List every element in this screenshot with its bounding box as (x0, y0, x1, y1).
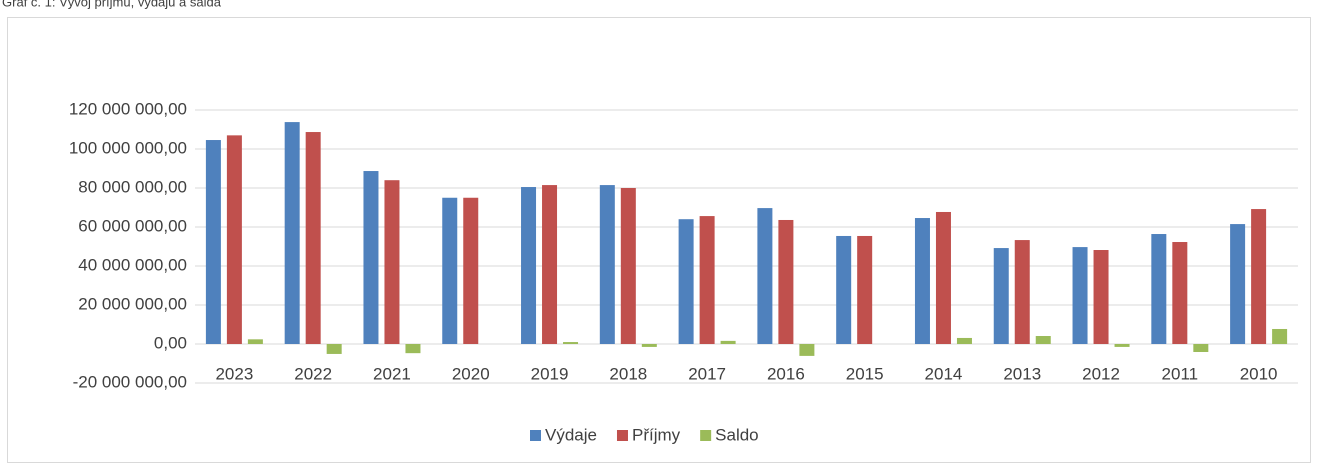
y-tick-label: -20 000 000,00 (73, 372, 187, 391)
bar (1172, 242, 1188, 344)
x-tick-label: 2022 (294, 364, 332, 383)
x-tick-label: 2014 (925, 364, 963, 383)
bar (956, 337, 972, 344)
bar (720, 340, 736, 344)
bar (757, 208, 773, 344)
bar (993, 248, 1009, 344)
y-tick-label: 80 000 000,00 (78, 177, 187, 196)
x-tick-label: 2021 (373, 364, 411, 383)
bar (799, 344, 815, 356)
bar (284, 122, 300, 344)
x-tick-label: 2023 (215, 364, 253, 383)
x-tick-label: 2015 (846, 364, 884, 383)
bar (1014, 240, 1030, 344)
y-tick-label: 100 000 000,00 (69, 138, 187, 157)
bar (778, 219, 794, 344)
legend-swatch (616, 430, 628, 441)
legend-label: Saldo (715, 425, 758, 444)
x-tick-label: 2013 (1003, 364, 1041, 383)
y-tick-label: 120 000 000,00 (69, 99, 187, 118)
bar (836, 235, 852, 344)
bar (641, 344, 657, 347)
bar (326, 344, 342, 354)
bar (384, 180, 400, 344)
y-tick-label: 20 000 000,00 (78, 294, 187, 313)
legend-label: Příjmy (632, 425, 681, 444)
bar (1072, 247, 1088, 344)
bar (563, 342, 579, 344)
x-tick-label: 2010 (1240, 364, 1278, 383)
bar (463, 197, 479, 344)
bar (1093, 250, 1109, 344)
bar (1114, 344, 1130, 347)
bar (305, 132, 321, 344)
bar (1193, 344, 1209, 352)
bar (205, 140, 221, 344)
chart-frame (7, 17, 1311, 463)
bar (405, 344, 421, 354)
y-tick-label: 60 000 000,00 (78, 216, 187, 235)
x-tick-label: 2020 (452, 364, 490, 383)
bar (678, 219, 694, 344)
bar (1035, 336, 1051, 344)
bar (1272, 328, 1288, 344)
bar (857, 235, 873, 344)
legend-swatch (700, 430, 712, 441)
bar (914, 218, 930, 344)
bar (620, 188, 636, 344)
bar (1151, 234, 1167, 344)
x-tick-label: 2018 (609, 364, 647, 383)
x-tick-label: 2016 (767, 364, 805, 383)
x-tick-label: 2012 (1082, 364, 1120, 383)
bar (363, 171, 379, 344)
bar (1230, 224, 1246, 344)
x-tick-label: 2019 (531, 364, 569, 383)
y-tick-label: 0,00 (154, 333, 187, 352)
bar (1251, 209, 1267, 344)
bar (699, 216, 715, 344)
x-tick-label: 2017 (688, 364, 726, 383)
bar (226, 135, 242, 344)
bar (521, 187, 537, 344)
y-tick-label: 40 000 000,00 (78, 255, 187, 274)
bar (247, 339, 263, 344)
bar (935, 211, 951, 344)
bar (599, 185, 615, 344)
chart-title: Graf č. 1: Vývoj příjmů, výdajů a salda (2, 0, 222, 9)
x-tick-label: 2011 (1162, 364, 1199, 383)
legend-label: Výdaje (545, 425, 597, 444)
legend-swatch (530, 430, 541, 441)
bar (442, 197, 458, 344)
bar (542, 185, 558, 344)
